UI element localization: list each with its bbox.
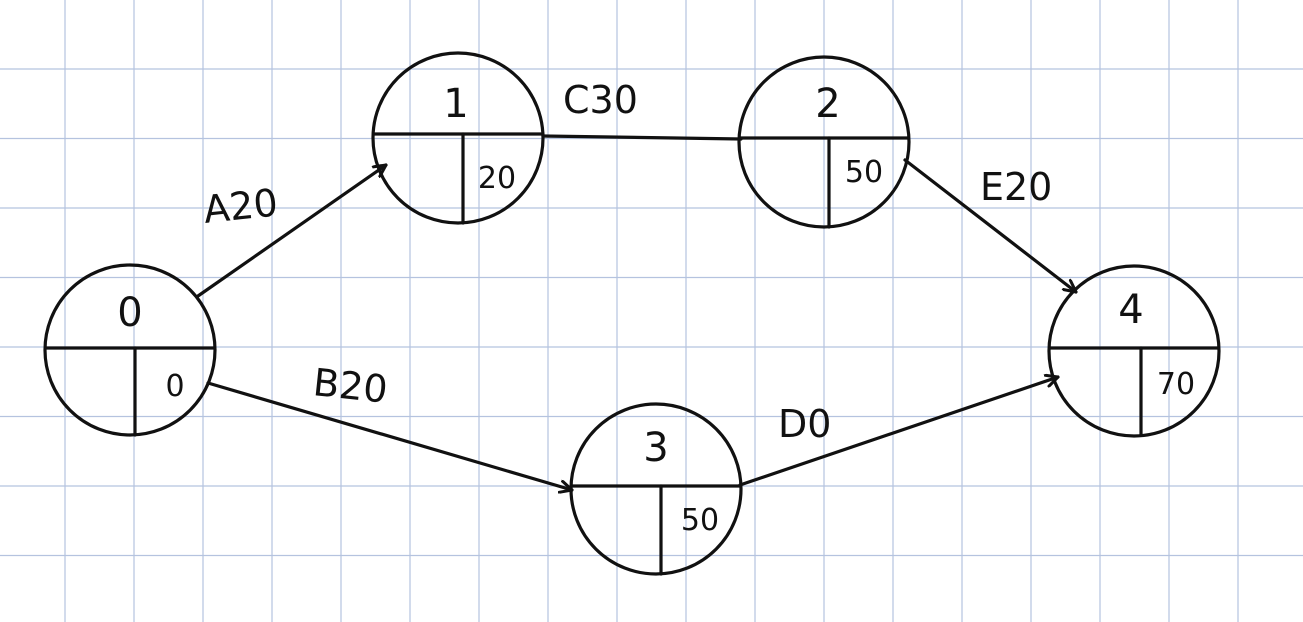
arrow-0-1 <box>196 163 388 298</box>
node-number: 4 <box>1118 287 1143 333</box>
node-earliest-time: 50 <box>845 155 883 190</box>
node-circle <box>737 55 911 229</box>
node-3: 3 50 <box>569 402 743 576</box>
node-earliest-time: 70 <box>1157 367 1195 402</box>
arrow-2-4 <box>903 158 1078 294</box>
arrow-0-3 <box>206 381 574 490</box>
node-number: 0 <box>117 290 142 336</box>
node-4: 4 70 <box>1047 264 1221 438</box>
node-circle <box>569 402 743 576</box>
node-circle <box>1047 264 1221 438</box>
node-1: 1 20 <box>371 51 545 225</box>
node-0: 0 0 <box>43 263 217 437</box>
edge-label-c: C30 <box>563 78 638 122</box>
node-earliest-time: 0 <box>165 369 184 404</box>
edge-3-4: D0 <box>738 377 1060 487</box>
edge-label-e: E20 <box>980 165 1052 209</box>
edge-2-4: E20 <box>903 158 1078 294</box>
edge-0-3: B20 <box>206 360 574 490</box>
node-earliest-time: 20 <box>478 161 516 196</box>
node-2: 2 50 <box>737 55 911 229</box>
node-number: 2 <box>815 81 840 127</box>
node-earliest-time: 50 <box>681 503 719 538</box>
node-number: 1 <box>443 81 468 127</box>
node-number: 3 <box>643 425 668 471</box>
line-1-2 <box>541 134 743 141</box>
edge-label-a: A20 <box>201 180 280 232</box>
node-circle <box>371 51 545 225</box>
edge-label-b: B20 <box>311 360 390 412</box>
node-circle <box>43 263 217 437</box>
arrow-3-4 <box>738 377 1060 487</box>
edge-1-2: C30 <box>541 78 743 141</box>
edge-label-d: D0 <box>778 402 831 446</box>
edge-0-1: A20 <box>196 163 388 298</box>
